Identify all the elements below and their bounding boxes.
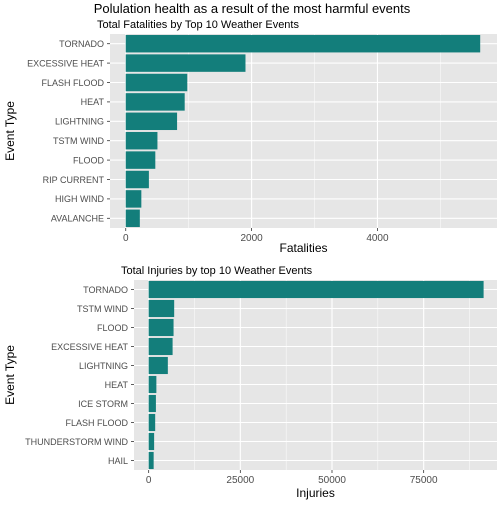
y-tick-label: HAIL: [108, 456, 128, 466]
bar-flash-flood: [148, 413, 156, 432]
x-tick-label: 2000: [240, 233, 263, 244]
bar-high-wind: [125, 190, 142, 208]
y-axis-label: Event Type: [3, 345, 17, 405]
y-tick-label: EXCESSIVE HEAT: [51, 342, 128, 352]
y-tick-label: AVALANCHE: [51, 214, 104, 224]
x-tick-label: 50000: [318, 475, 346, 486]
y-axis-label: Event Type: [3, 101, 17, 161]
x-tick-label: 75000: [410, 475, 438, 486]
bar-lightning: [148, 356, 168, 375]
bar-tornado: [125, 34, 481, 53]
fatalities-chart: Total Fatalities by Top 10 Weather Event…: [3, 19, 497, 255]
x-tick-label: 0: [123, 233, 129, 244]
bar-tstm-wind: [125, 131, 158, 150]
x-tick-label: 0: [146, 475, 152, 486]
bar-tornado: [148, 280, 484, 299]
x-axis-label: Fatalities: [279, 241, 327, 255]
y-tick-label: TORNADO: [83, 285, 128, 295]
bar-avalanche: [125, 209, 140, 228]
y-tick-label: HEAT: [81, 97, 105, 107]
bar-flood: [125, 151, 156, 169]
y-tick-label: HIGH WIND: [55, 194, 104, 204]
bar-heat: [148, 375, 157, 394]
bar-excessive-heat: [148, 337, 173, 356]
y-tick-label: RIP CURRENT: [43, 175, 105, 185]
bar-thunderstorm-wind: [148, 432, 155, 451]
x-tick-label: 4000: [366, 233, 389, 244]
injuries-chart: Total Injuries by top 10 Weather Events T…: [3, 265, 497, 500]
x-axis-label: Injuries: [296, 486, 335, 500]
y-tick-label: HEAT: [105, 380, 129, 390]
bar-flash-flood: [125, 73, 188, 92]
y-tick-label: ICE STORM: [78, 399, 128, 409]
y-tick-label: TSTM WIND: [77, 304, 128, 314]
chart-title: Total Fatalities by Top 10 Weather Event…: [97, 19, 299, 31]
bar-hail: [148, 451, 154, 470]
chart-title: Total Injuries by top 10 Weather Events: [121, 265, 313, 277]
bar-heat: [125, 93, 185, 111]
bar-excessive-heat: [125, 54, 246, 72]
y-tick-label: LIGHTNING: [79, 361, 128, 371]
y-tick-label: FLASH FLOOD: [65, 418, 128, 428]
bar-ice-storm: [148, 394, 156, 413]
bar-rip-current: [125, 170, 149, 189]
y-tick-label: TSTM WIND: [53, 136, 104, 146]
bar-flood: [148, 318, 174, 337]
y-tick-label: TORNADO: [59, 39, 104, 49]
bar-lightning: [125, 112, 178, 131]
y-tick-label: THUNDERSTORM WIND: [25, 437, 128, 447]
bar-tstm-wind: [148, 299, 175, 318]
figure-title: Polulation health as a result of the mos…: [94, 1, 411, 16]
y-tick-label: LIGHTNING: [55, 117, 104, 127]
x-tick-label: 25000: [226, 475, 254, 486]
y-tick-label: FLOOD: [73, 155, 105, 165]
y-tick-label: FLOOD: [97, 323, 129, 333]
y-tick-label: FLASH FLOOD: [41, 78, 104, 88]
y-tick-label: EXCESSIVE HEAT: [27, 58, 104, 68]
